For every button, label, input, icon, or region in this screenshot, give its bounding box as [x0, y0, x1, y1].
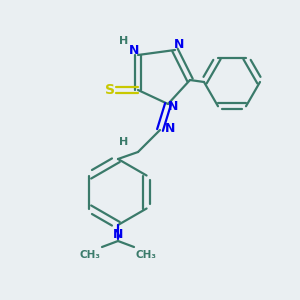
Text: CH₃: CH₃: [136, 250, 157, 260]
Text: S: S: [105, 83, 115, 97]
Text: N: N: [174, 38, 184, 52]
Text: N: N: [165, 122, 175, 134]
Text: N: N: [168, 100, 178, 113]
Text: N: N: [113, 229, 123, 242]
Text: CH₃: CH₃: [80, 250, 100, 260]
Text: N: N: [129, 44, 139, 56]
Text: H: H: [119, 36, 129, 46]
Text: H: H: [119, 137, 129, 147]
